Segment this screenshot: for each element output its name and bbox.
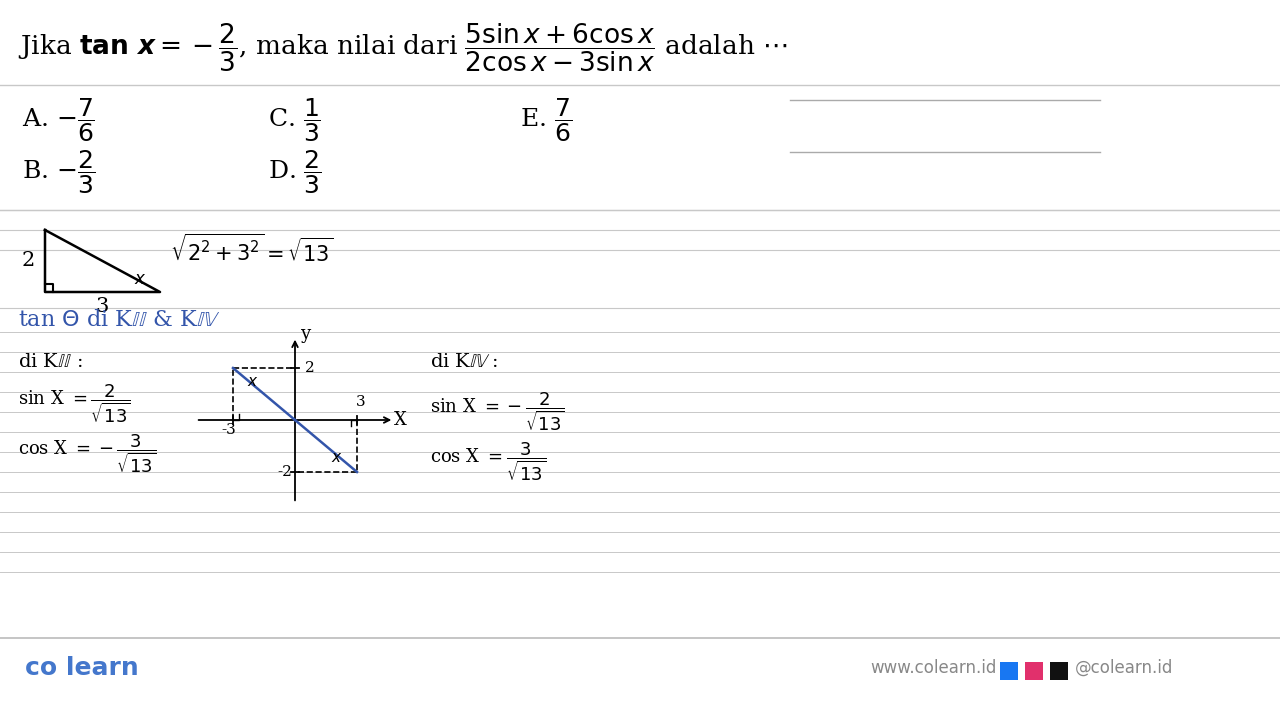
Text: di K$\mathbb{IV}$ :: di K$\mathbb{IV}$ : bbox=[430, 353, 498, 371]
Text: cos X $= -\dfrac{3}{\sqrt{13}}$: cos X $= -\dfrac{3}{\sqrt{13}}$ bbox=[18, 433, 156, 475]
Text: A. $-\dfrac{7}{6}$: A. $-\dfrac{7}{6}$ bbox=[22, 96, 95, 144]
Text: sin X $= \dfrac{2}{\sqrt{13}}$: sin X $= \dfrac{2}{\sqrt{13}}$ bbox=[18, 382, 131, 426]
Text: $\sqrt{2^2+3^2} = \sqrt{13}$: $\sqrt{2^2+3^2} = \sqrt{13}$ bbox=[170, 234, 334, 266]
Text: di K$\mathbb{II}$ :: di K$\mathbb{II}$ : bbox=[18, 353, 83, 371]
Text: 3: 3 bbox=[96, 297, 109, 315]
Text: $x$: $x$ bbox=[247, 375, 259, 389]
Text: 2: 2 bbox=[305, 361, 315, 375]
Text: C. $\dfrac{1}{3}$: C. $\dfrac{1}{3}$ bbox=[268, 96, 321, 144]
Text: y: y bbox=[300, 325, 310, 343]
Text: Jika $\mathbf{tan}\ \boldsymbol{x} = -\dfrac{2}{3}$, maka nilai dari $\dfrac{5\s: Jika $\mathbf{tan}\ \boldsymbol{x} = -\d… bbox=[18, 22, 787, 74]
Text: -2: -2 bbox=[276, 465, 292, 479]
Text: B. $-\dfrac{2}{3}$: B. $-\dfrac{2}{3}$ bbox=[22, 148, 95, 196]
Text: E. $\dfrac{7}{6}$: E. $\dfrac{7}{6}$ bbox=[520, 96, 572, 144]
Text: cos X $= \dfrac{3}{\sqrt{13}}$: cos X $= \dfrac{3}{\sqrt{13}}$ bbox=[430, 441, 547, 483]
Bar bbox=[1000, 662, 1018, 680]
Text: 3: 3 bbox=[356, 395, 366, 409]
Text: co learn: co learn bbox=[26, 656, 138, 680]
Text: $x$: $x$ bbox=[332, 451, 343, 465]
Bar bbox=[1025, 662, 1043, 680]
Text: www.colearn.id: www.colearn.id bbox=[870, 659, 996, 677]
Text: D. $\dfrac{2}{3}$: D. $\dfrac{2}{3}$ bbox=[268, 148, 321, 196]
Text: tan $\Theta$ di K$\mathbb{II}$ & K$\mathbb{IV}$: tan $\Theta$ di K$\mathbb{II}$ & K$\math… bbox=[18, 309, 220, 331]
Text: @colearn.id: @colearn.id bbox=[1075, 659, 1174, 677]
Text: sin X $= -\dfrac{2}{\sqrt{13}}$: sin X $= -\dfrac{2}{\sqrt{13}}$ bbox=[430, 390, 564, 433]
Text: X: X bbox=[394, 411, 407, 429]
Text: -3: -3 bbox=[221, 423, 237, 437]
Text: 2: 2 bbox=[22, 251, 35, 271]
Bar bbox=[1050, 662, 1068, 680]
Text: $x$: $x$ bbox=[134, 271, 146, 289]
